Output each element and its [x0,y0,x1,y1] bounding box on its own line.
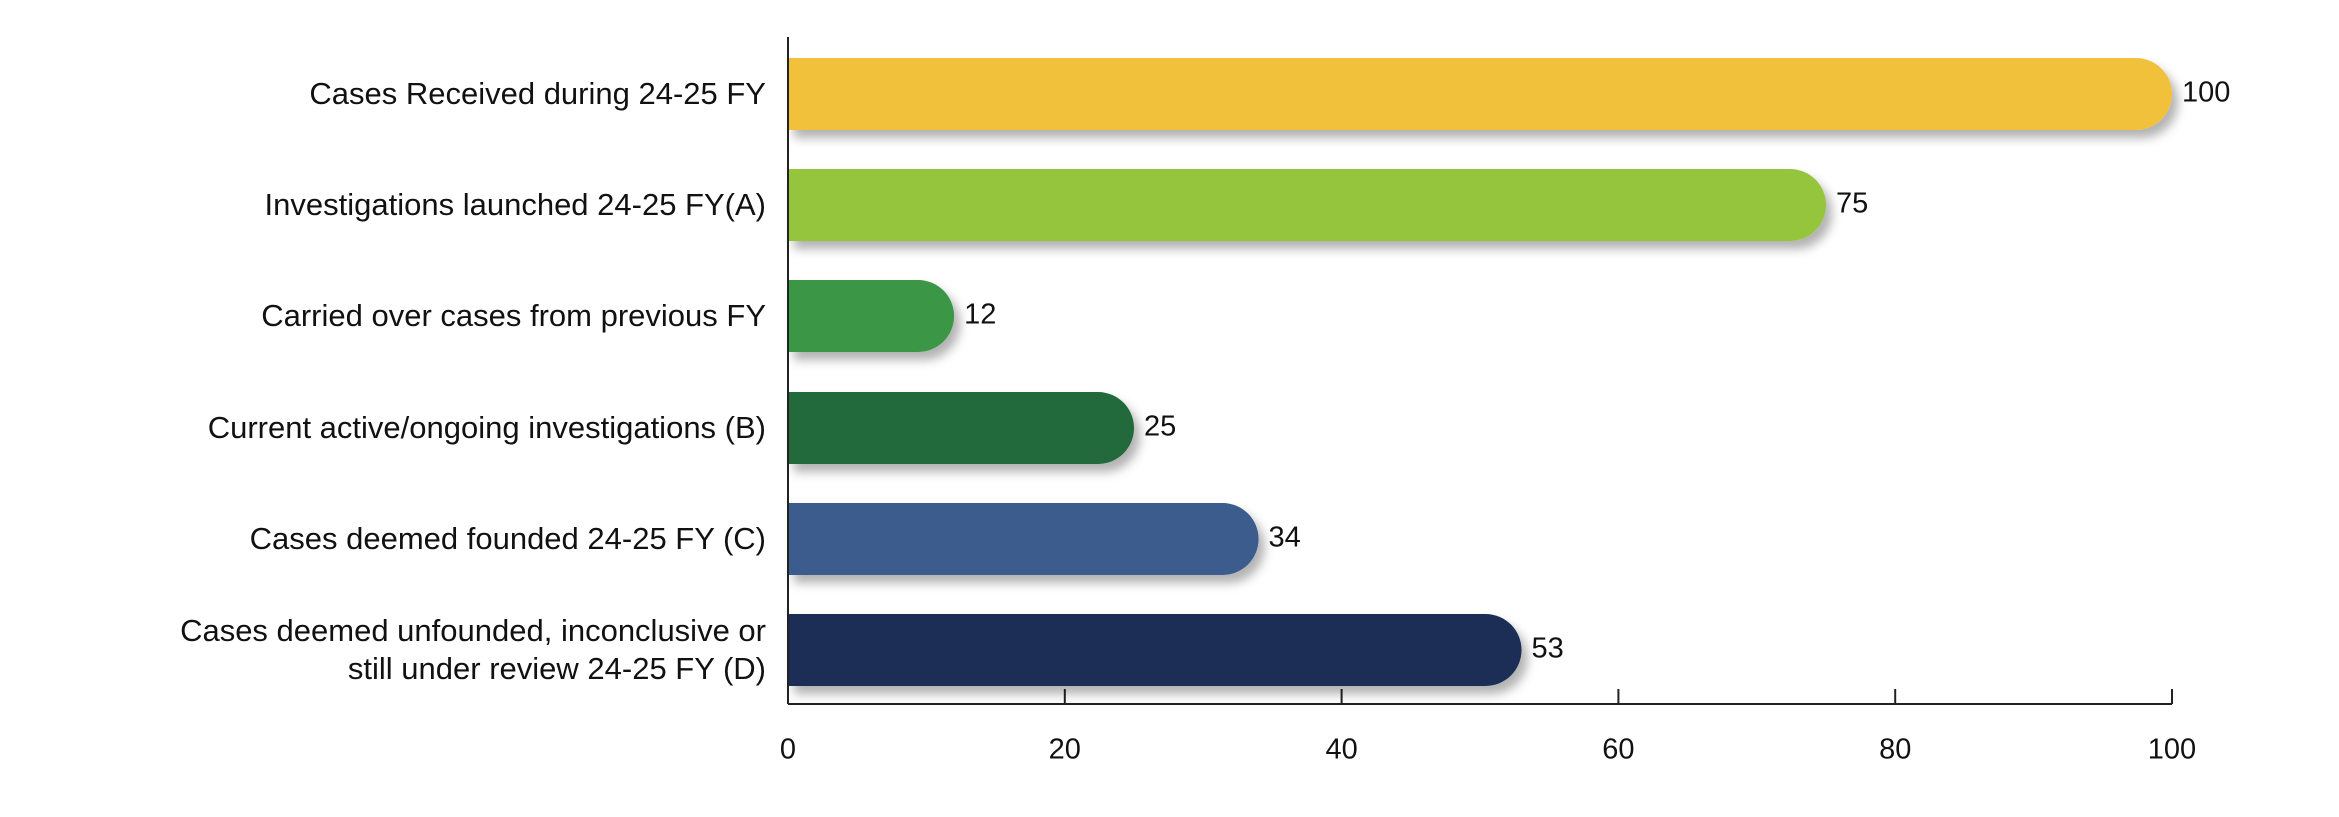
x-tick-label: 20 [1049,734,1081,766]
x-tick-label: 100 [2148,734,2196,766]
category-label: Cases deemed unfounded, inconclusive or … [180,613,766,686]
value-label: 25 [1144,411,1176,443]
x-tick-label: 0 [780,734,796,766]
category-label: Cases Received during 24-25 FY [309,76,766,111]
value-label: 53 [1532,633,1564,665]
category-label: Cases deemed founded 24-25 FY (C) [249,521,766,556]
bar [788,280,955,352]
bar [788,614,1522,686]
value-label: 34 [1269,522,1301,554]
bar [788,58,2172,130]
x-tick-label: 80 [1879,734,1911,766]
bar [788,392,1134,464]
x-tick-label: 40 [1325,734,1357,766]
value-label: 100 [2182,77,2230,109]
category-label: Carried over cases from previous FY [261,298,766,333]
category-label: Current active/ongoing investigations (B… [207,410,766,445]
bar [788,169,1826,241]
category-label: Investigations launched 24-25 FY(A) [264,187,766,222]
x-tick-label: 60 [1602,734,1634,766]
value-label: 75 [1836,188,1868,220]
bar [788,503,1259,575]
value-label: 12 [964,299,996,331]
